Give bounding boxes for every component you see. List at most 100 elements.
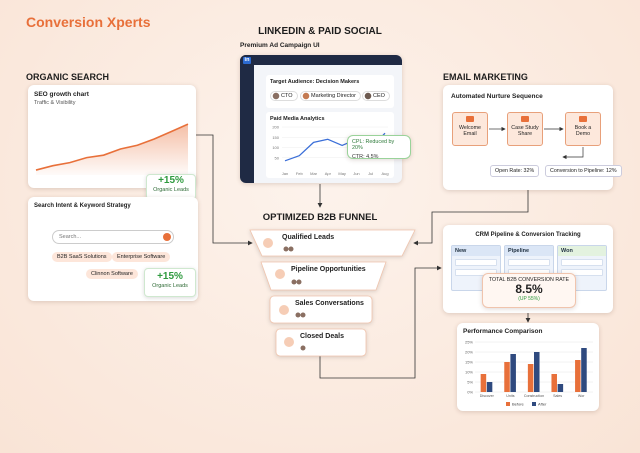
y-tick-label: 25% — [465, 340, 473, 345]
arrow — [319, 265, 442, 379]
y-tick-label: 0% — [467, 390, 473, 395]
arrow — [413, 190, 529, 246]
column-header: Won — [558, 246, 606, 256]
y-tick-label: 5% — [467, 380, 473, 385]
y-tick-label: 20% — [465, 350, 473, 355]
logo: in — [243, 57, 251, 64]
avatar — [296, 279, 302, 285]
card-title: Performance Comparison — [463, 328, 543, 335]
avatar — [300, 345, 306, 351]
section-title: EMAIL MARKETING — [443, 72, 528, 82]
sidebar — [240, 55, 254, 183]
card-title: SEO growth chart — [34, 91, 89, 98]
x-tick-label: Apr — [325, 171, 332, 176]
section-title: LINKEDIN & PAID SOCIAL — [258, 26, 382, 37]
seo-card: SEO growth chart Traffic & Visibility — [28, 85, 196, 188]
bar — [510, 354, 516, 392]
x-tick-label: Mar — [310, 171, 318, 176]
audience-chip: CTO — [270, 91, 298, 101]
y-tick-label: 150 — [272, 135, 279, 140]
funnel-stage-label: Qualified Leads — [282, 234, 335, 241]
legend-label: After — [538, 401, 547, 406]
bar — [504, 362, 510, 392]
analytics-title: Paid Media Analytics — [270, 116, 325, 122]
email-stat: Open Rate: 32% — [490, 165, 540, 177]
legend-swatch — [532, 402, 536, 406]
kpi-badge: +15% Organic Leads — [146, 174, 196, 200]
x-tick-label: Discover — [480, 394, 495, 398]
funnel-stage-label: Pipeline Opportunities — [291, 266, 366, 273]
section-title: ORGANIC SEARCH — [26, 72, 110, 82]
x-tick-label: Wor — [578, 394, 585, 398]
intent-card: Search Intent & Keyword Strategy Search.… — [28, 197, 198, 301]
conversion-rate: TOTAL B2B CONVERSION RATE 8.5% (UP 55%) — [482, 273, 576, 308]
avatar — [291, 279, 297, 285]
search-icon[interactable] — [163, 233, 171, 241]
bar — [527, 364, 534, 392]
column-header: Pipeline — [505, 246, 553, 256]
x-tick-label: Feb — [296, 171, 304, 176]
top-bar — [240, 55, 402, 65]
bar — [480, 374, 487, 392]
stage-icon — [263, 238, 273, 248]
badge-label: Organic Leads — [153, 187, 189, 193]
x-tick-label: Jul — [368, 171, 373, 176]
bar — [557, 384, 564, 392]
area — [36, 124, 188, 175]
stage-icon — [275, 269, 285, 279]
x-tick-label: Jun — [353, 171, 359, 176]
bar-chart: 0% 5% 10% 15% 20% 25% Discover Units Constructio… — [465, 340, 593, 406]
badge-value: +15% — [158, 175, 184, 186]
legend-label: Before — [512, 401, 525, 406]
y-tick-label: 50 — [275, 155, 280, 160]
keyword-chip: Clinnon Software — [86, 269, 138, 279]
card-title: Automated Nurture Sequence — [451, 93, 543, 100]
sequence-arrows — [466, 116, 587, 160]
card-title: CRM Pipeline & Conversion Tracking — [475, 232, 581, 238]
audience-box: Target Audience: Decision Makers CTO Mar… — [266, 75, 394, 108]
search-box[interactable]: Search... — [52, 230, 174, 244]
email-stat: Conversion to Pipeline: 12% — [545, 165, 622, 177]
badge-label: Organic Leads — [152, 283, 188, 289]
y-tick-label: 100 — [272, 145, 279, 150]
y-tick-label: 200 — [272, 125, 279, 130]
keyword-chip: B2B SaaS Solutions — [52, 252, 112, 262]
rate-label: TOTAL B2B CONVERSION RATE — [488, 277, 570, 283]
x-tick-label: Units — [506, 394, 514, 398]
funnel-stage-label: Sales Conversations — [295, 300, 364, 307]
avatar — [300, 312, 306, 318]
bar — [534, 352, 540, 392]
bar — [551, 374, 557, 392]
callout-line: CTR: 4.5% — [352, 154, 379, 160]
x-tick-label: May — [338, 171, 346, 176]
kpi-callout: CPL: Reduced by 20% CTR: 4.5% — [347, 135, 411, 160]
avatar — [288, 246, 294, 252]
x-tick-label: Jan — [282, 171, 288, 176]
x-tick-label: Aug — [381, 171, 388, 176]
funnel-stage — [275, 328, 367, 357]
card-subtitle: Traffic & Visibility — [34, 100, 76, 106]
section-title: OPTIMIZED B2B FUNNEL — [262, 212, 378, 223]
stage-icon — [279, 305, 289, 315]
brand: Conversion Xperts — [26, 14, 151, 30]
funnel-stage-label: Closed Deals — [300, 333, 344, 340]
avatar — [295, 312, 301, 318]
badge-value: +15% — [157, 271, 183, 282]
funnel-stage — [269, 295, 373, 324]
x-tick-label: Sales — [553, 394, 562, 398]
kpi-badge: +15% Organic Leads — [144, 268, 196, 297]
rate-value: 8.5% — [515, 282, 543, 296]
keyword-chip: Enterprise Software — [112, 252, 171, 262]
arrow — [196, 134, 253, 246]
audience-chip: Marketing Director — [300, 91, 361, 101]
performance-card: Performance Comparison 0% 5% 10% 15% 20% 25% D… — [457, 323, 599, 411]
legend-swatch — [506, 402, 510, 406]
stage-icon — [284, 337, 294, 347]
section-subtitle: Premium Ad Campaign UI — [240, 42, 320, 49]
y-tick-label: 10% — [465, 370, 473, 375]
bar — [581, 348, 587, 392]
email-card: Automated Nurture Sequence Welcome Email… — [443, 85, 622, 190]
bar — [486, 382, 493, 392]
